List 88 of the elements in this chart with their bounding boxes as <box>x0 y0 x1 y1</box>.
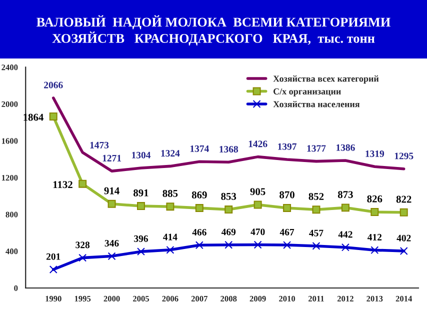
point <box>136 202 145 210</box>
chart-title: ВАЛОВЫЙ НАДОЙ МОЛОКА ВСЕМИ КАТЕГОРИЯМИ ХОЗЯЙСТВ КРАСНОДАРСКОГО КРАЯ, тыс. тонн <box>36 15 390 46</box>
x-tick-label: 1995 <box>74 296 91 302</box>
x-tick-label: 2010 <box>279 296 296 302</box>
point <box>166 246 174 254</box>
y-tick-label: 800 <box>6 212 18 218</box>
data-label: 1304 <box>132 152 151 158</box>
data-label: 826 <box>367 195 382 202</box>
x-tick-label: 2014 <box>396 296 412 302</box>
data-label: 1324 <box>161 150 180 157</box>
data-label: 822 <box>396 196 412 203</box>
point <box>166 202 174 211</box>
x-tick-label: 2008 <box>220 296 237 302</box>
x-tick-label: 2006 <box>162 296 178 302</box>
point <box>224 240 233 249</box>
data-label: 870 <box>280 191 294 198</box>
point <box>108 200 116 208</box>
data-label: 2066 <box>44 82 63 88</box>
point <box>341 204 350 212</box>
x-tick-label: 2013 <box>366 296 383 302</box>
legend-label: Хозяйства населения <box>273 100 360 108</box>
data-label: 1319 <box>366 150 384 158</box>
data-label: 1377 <box>307 145 326 152</box>
point <box>283 241 292 250</box>
data-label: 346 <box>104 240 119 247</box>
data-label: 470 <box>250 228 265 236</box>
data-label: 852 <box>308 192 324 200</box>
x-tick-label: 2007 <box>191 296 208 302</box>
legend-label: С/х организации <box>273 88 341 96</box>
data-label: 442 <box>338 231 352 238</box>
data-label: 869 <box>192 191 207 198</box>
data-label: 891 <box>134 189 148 196</box>
point <box>108 252 116 260</box>
x-tick-label: 1990 <box>46 296 62 302</box>
data-label: 853 <box>221 192 236 200</box>
point <box>195 204 204 212</box>
data-label: 1473 <box>90 142 109 148</box>
point <box>224 206 233 214</box>
data-label: 414 <box>163 234 178 240</box>
point <box>341 243 350 252</box>
point <box>254 200 262 209</box>
data-label: 328 <box>76 242 90 248</box>
point <box>400 208 408 216</box>
point <box>49 266 58 274</box>
point <box>312 206 320 214</box>
point <box>136 248 145 256</box>
point <box>283 204 292 212</box>
data-label: 1271 <box>102 154 121 162</box>
point <box>195 241 204 250</box>
y-tick-label: 0 <box>14 285 18 291</box>
point <box>254 240 262 249</box>
point <box>370 246 379 254</box>
data-label: 905 <box>250 188 266 196</box>
y-tick-label: 1600 <box>2 138 18 144</box>
data-label: 1368 <box>220 146 238 153</box>
x-tick-label: 2000 <box>104 296 120 302</box>
x-tick-label: 2012 <box>337 296 354 302</box>
data-label: 396 <box>134 235 148 242</box>
data-label: 1132 <box>53 181 72 188</box>
data-label: 466 <box>192 228 206 236</box>
data-label: 1295 <box>394 152 414 160</box>
data-label: 1386 <box>336 144 355 151</box>
point <box>78 180 87 188</box>
x-tick-label: 2009 <box>250 296 266 302</box>
x-tick-label: 2005 <box>133 296 150 302</box>
data-label: 201 <box>46 253 60 260</box>
data-label: 402 <box>396 234 411 242</box>
point <box>312 242 320 250</box>
x-tick-label: 2011 <box>308 296 324 302</box>
point <box>370 208 379 216</box>
data-label: 1397 <box>278 143 297 150</box>
data-label: 457 <box>309 230 324 236</box>
point <box>49 112 58 121</box>
legend-label: Хозяйства всех категорий <box>273 75 379 84</box>
point <box>400 247 408 256</box>
data-label: 467 <box>280 228 294 236</box>
y-tick-label: 1200 <box>2 174 18 181</box>
data-label: 1374 <box>190 145 209 152</box>
y-tick-label: 2000 <box>2 101 18 107</box>
data-label: 469 <box>221 228 236 236</box>
data-label: 412 <box>367 234 382 240</box>
data-label: 1426 <box>248 140 268 148</box>
y-tick-label: 400 <box>6 248 18 254</box>
y-tick-label: 2400 <box>2 64 18 70</box>
point <box>78 254 87 262</box>
data-label: 914 <box>104 187 120 194</box>
data-label: 873 <box>338 191 353 198</box>
data-label: 885 <box>162 190 178 197</box>
